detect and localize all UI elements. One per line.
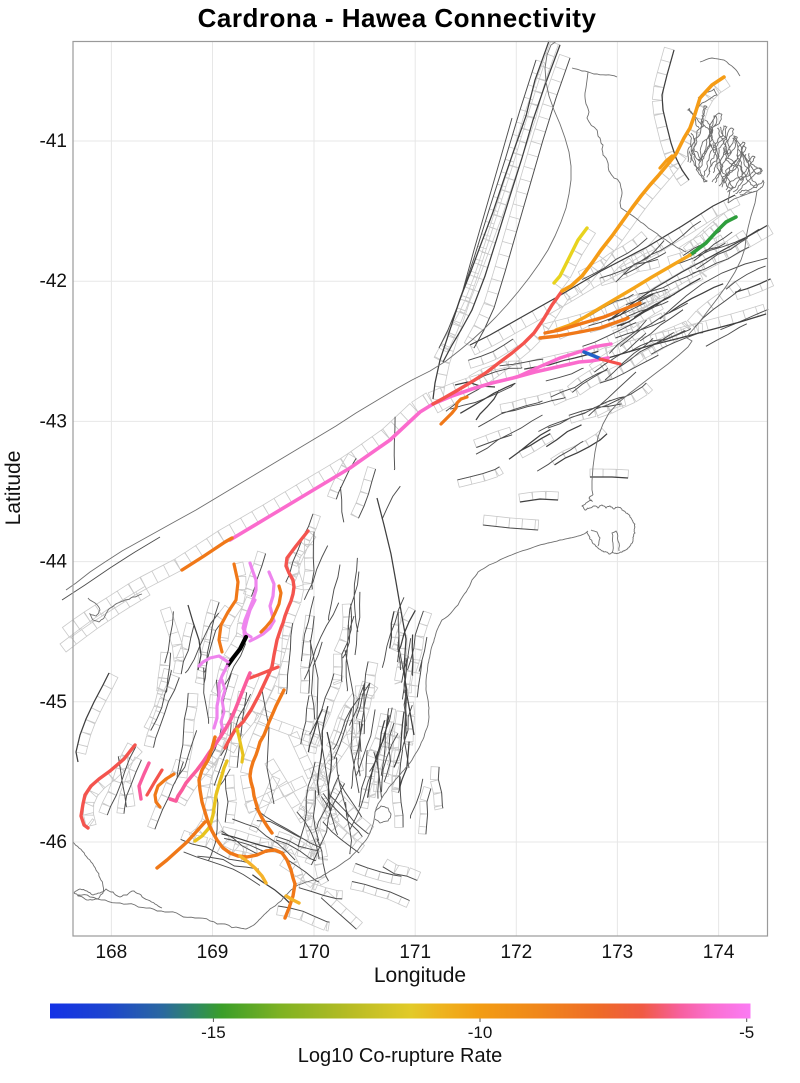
svg-text:-45: -45 bbox=[40, 692, 67, 713]
svg-text:-10: -10 bbox=[468, 1023, 493, 1042]
svg-text:172: 172 bbox=[500, 942, 532, 963]
svg-text:-43: -43 bbox=[40, 411, 67, 432]
svg-text:-44: -44 bbox=[40, 552, 68, 573]
svg-text:173: 173 bbox=[602, 942, 634, 963]
svg-text:Latitude: Latitude bbox=[2, 451, 25, 526]
svg-text:Log10 Co-rupture Rate: Log10 Co-rupture Rate bbox=[298, 1045, 503, 1067]
svg-text:Longitude: Longitude bbox=[374, 964, 466, 987]
svg-text:Cardrona - Hawea Connectivity: Cardrona - Hawea Connectivity bbox=[198, 3, 597, 33]
svg-text:170: 170 bbox=[298, 942, 330, 963]
svg-text:171: 171 bbox=[399, 942, 431, 963]
svg-text:174: 174 bbox=[703, 942, 735, 963]
svg-text:-46: -46 bbox=[40, 832, 67, 853]
svg-text:-42: -42 bbox=[40, 271, 67, 292]
svg-text:168: 168 bbox=[96, 942, 128, 963]
svg-text:-15: -15 bbox=[201, 1023, 226, 1042]
svg-text:-41: -41 bbox=[40, 131, 67, 152]
svg-text:-5: -5 bbox=[739, 1023, 754, 1042]
svg-text:169: 169 bbox=[197, 942, 229, 963]
